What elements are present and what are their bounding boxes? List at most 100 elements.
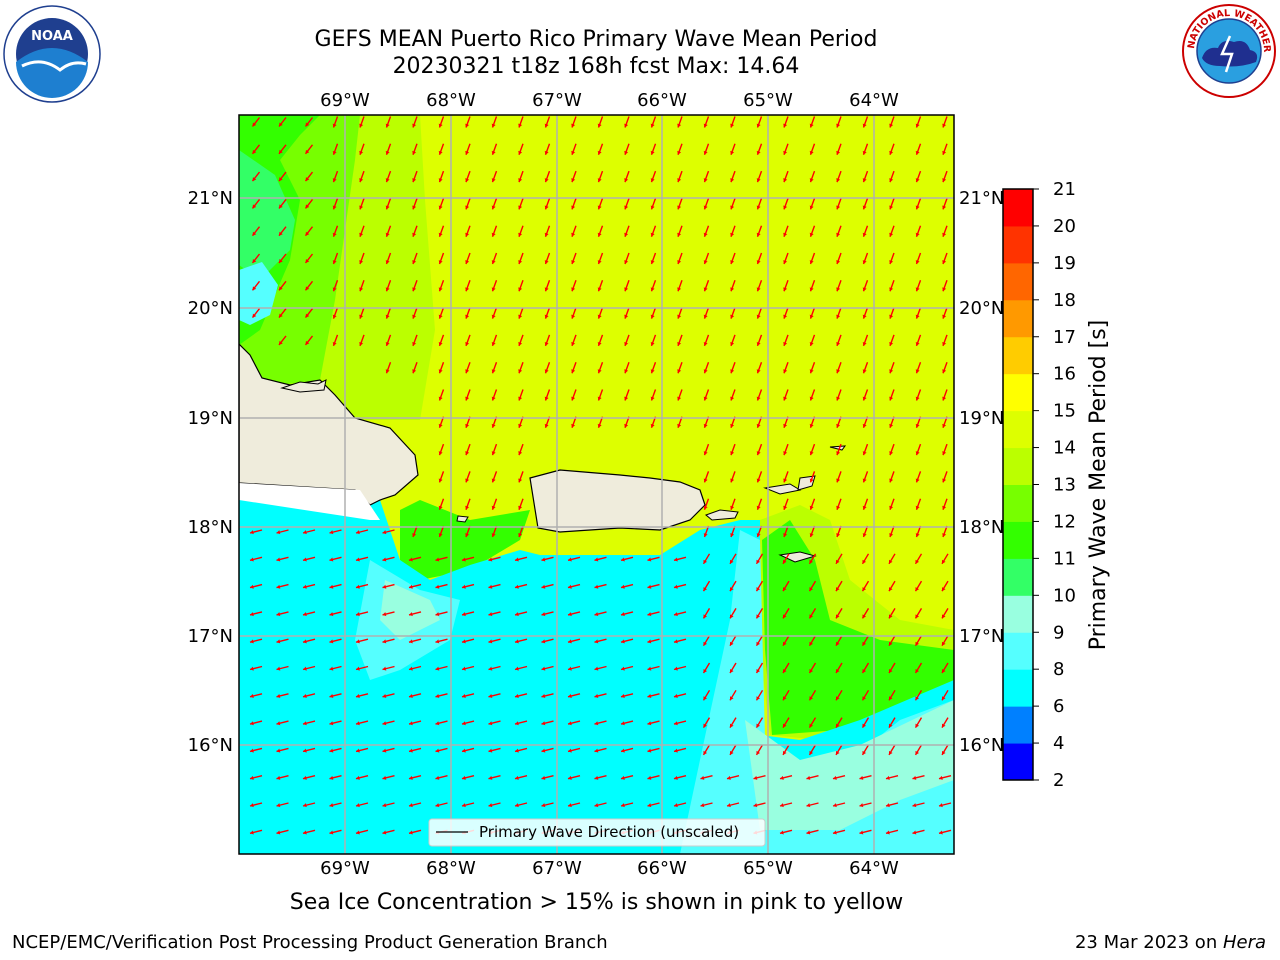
wave-arrow-head xyxy=(650,205,655,210)
wave-arrow-head xyxy=(412,150,417,155)
wave-arrow-head xyxy=(465,369,470,374)
wave-arrow-head xyxy=(544,396,549,401)
wave-arrow-head xyxy=(756,232,761,237)
wave-arrow-head xyxy=(809,232,814,237)
colorbar-swatch xyxy=(1003,669,1033,707)
wave-arrow-head xyxy=(305,259,310,263)
wave-arrow-head xyxy=(809,559,814,564)
wave-arrow-head xyxy=(250,530,254,535)
wave-arrow-head xyxy=(621,584,625,589)
wave-arrow-head xyxy=(356,557,360,562)
wave-arrow-head xyxy=(650,423,655,428)
wave-arrow-head xyxy=(412,533,417,537)
wave-arrow-head xyxy=(329,612,334,617)
wave-arrow-head xyxy=(571,232,576,237)
wave-arrow-head xyxy=(915,669,920,673)
wave-arrow-head xyxy=(783,314,788,319)
wave-arrow-head xyxy=(700,775,705,780)
wave-arrow-head xyxy=(568,803,572,808)
wave-arrow-head xyxy=(703,696,708,701)
wave-arrow-head xyxy=(836,505,841,510)
wave-arrow-head xyxy=(862,369,867,374)
wave-arrow-head xyxy=(488,666,493,671)
wave-arrow-head xyxy=(488,721,493,726)
wave-arrow-head xyxy=(250,775,254,780)
wave-arrow-head xyxy=(544,341,549,346)
wave-arrow-head xyxy=(597,123,602,128)
wave-arrow-head xyxy=(438,178,443,183)
wave-arrow-head xyxy=(888,587,893,592)
wave-arrow-head xyxy=(888,723,893,728)
lon-labels-bottom: 69°W 68°W 67°W 66°W 65°W 64°W xyxy=(320,858,899,879)
wave-arrow-head xyxy=(465,423,470,428)
wave-arrow-head xyxy=(356,693,360,698)
wave-arrow-head xyxy=(727,775,731,780)
wave-arrow-head xyxy=(491,178,496,183)
wave-arrow-head xyxy=(756,587,761,592)
wave-arrow-head xyxy=(942,314,947,319)
wave-arrow-head xyxy=(889,205,894,210)
wave-arrow-head xyxy=(888,559,893,564)
wave-arrow-head xyxy=(650,178,655,183)
colorbar-tick-label: 12 xyxy=(1053,511,1076,532)
wave-arrow-head xyxy=(783,451,788,456)
wave-arrow-head xyxy=(279,204,283,209)
wave-arrow-head xyxy=(515,584,519,589)
colorbar-tick-label: 15 xyxy=(1053,401,1076,422)
wave-arrow-head xyxy=(783,505,788,510)
wave-arrow-head xyxy=(912,803,917,808)
wave-arrow-head xyxy=(756,287,761,292)
wave-arrow-head xyxy=(782,614,787,619)
colorbar-swatch xyxy=(1003,521,1033,559)
wave-arrow-head xyxy=(782,587,787,592)
wave-arrow-head xyxy=(571,341,576,346)
wave-arrow-head xyxy=(782,559,787,564)
wave-direction-arrows xyxy=(249,116,952,835)
wave-arrow-head xyxy=(597,260,602,264)
wave-arrow-head xyxy=(621,748,625,753)
wave-arrow-head xyxy=(756,178,761,183)
wave-arrow-head xyxy=(465,123,470,128)
wave-arrow-head xyxy=(941,696,946,701)
wave-arrow-head xyxy=(465,178,470,183)
wave-arrow-head xyxy=(359,232,364,237)
wave-arrow-head xyxy=(650,232,655,237)
wave-arrow-head xyxy=(729,750,734,755)
wave-arrow-head xyxy=(836,178,841,183)
wave-arrow-head xyxy=(359,260,364,264)
wave-arrow-head xyxy=(915,341,920,346)
wave-arrow-head xyxy=(465,205,470,210)
period-9-fill-sw xyxy=(380,580,440,640)
wave-arrow-head xyxy=(518,205,523,210)
wave-arrow-head xyxy=(833,775,837,780)
wave-arrow-head xyxy=(809,750,814,755)
wave-arrow-head xyxy=(783,150,788,155)
wave-arrow-head xyxy=(541,775,546,780)
wave-arrow-head xyxy=(783,533,788,537)
wave-arrow-head xyxy=(677,423,682,428)
wave-arrow-head xyxy=(332,205,337,210)
wave-arrow-head xyxy=(515,803,519,808)
lat-label: 17°N xyxy=(959,626,1004,647)
wave-arrow-head xyxy=(385,341,390,346)
wave-arrow-head xyxy=(385,232,390,237)
wave-arrow-head xyxy=(252,204,257,209)
wave-arrow-head xyxy=(889,260,894,264)
wave-arrow-head xyxy=(809,423,814,428)
wave-arrow-head xyxy=(889,123,894,128)
colorbar-swatch xyxy=(1003,484,1033,522)
wave-arrow-head xyxy=(305,286,310,291)
colorbar-tick-label: 4 xyxy=(1053,733,1064,754)
wave-arrow-head xyxy=(594,639,599,644)
wave-arrow-head xyxy=(729,723,734,728)
wave-arrow-head xyxy=(385,150,390,155)
wave-arrow-head xyxy=(409,693,413,698)
wave-arrow-head xyxy=(465,341,470,346)
wave-arrow-head xyxy=(276,693,281,698)
wave-arrow-head xyxy=(515,666,519,671)
wave-arrow-head xyxy=(250,721,254,726)
wave-arrow-head xyxy=(942,369,947,374)
wave-arrow-head xyxy=(597,396,602,401)
wave-arrow-head xyxy=(409,557,413,562)
wave-arrow-head xyxy=(836,205,841,210)
